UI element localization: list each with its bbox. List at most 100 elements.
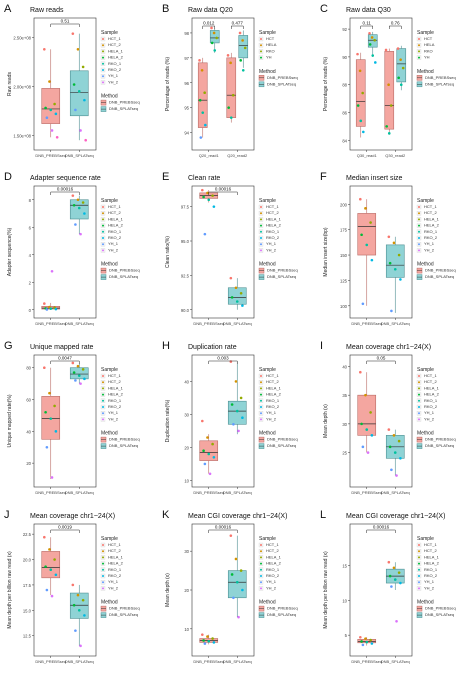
- x-tick-label: Q30_read1: [357, 153, 378, 158]
- data-point: [210, 41, 214, 45]
- box-a-1: [69, 32, 89, 142]
- legend-item: YH_1: [416, 410, 435, 416]
- data-point: [392, 566, 396, 570]
- data-point: [369, 638, 372, 642]
- data-point: [43, 47, 46, 51]
- legend-item: RKO_1: [100, 229, 122, 234]
- legend-dot: [102, 230, 104, 233]
- data-point: [206, 436, 209, 439]
- method-legend-item: DNB_PREBSseq: [258, 606, 298, 612]
- p-value-label: 0.003: [217, 356, 229, 361]
- data-point: [49, 108, 53, 112]
- box-b-3: [238, 30, 249, 72]
- y-tick-label: 90.0: [181, 308, 190, 313]
- data-point: [232, 596, 235, 600]
- data-point: [50, 476, 54, 479]
- legend-title: Sample: [417, 536, 434, 542]
- p-value-label: 0.477: [232, 21, 244, 26]
- data-point: [239, 59, 242, 62]
- data-point: [397, 76, 400, 80]
- panel-letter: B: [162, 3, 169, 15]
- data-point: [81, 368, 85, 371]
- data-point: [389, 104, 393, 107]
- data-point: [207, 639, 211, 643]
- method-legend-item: DNB_PREBSseq: [258, 75, 298, 81]
- y-tick-label: 25: [342, 451, 347, 456]
- box-iqr: [197, 62, 208, 128]
- legend-label: RKO_1: [424, 567, 438, 572]
- y-axis-label: Raw reads: [7, 72, 13, 96]
- legend-label: HELA_2: [424, 392, 440, 397]
- legend-item: HELA_1: [416, 216, 440, 222]
- legend-label: YH_2: [108, 585, 119, 590]
- y-tick-label: 17.5: [23, 583, 32, 588]
- panel-title: Mean coverage chr1~24(X): [30, 513, 115, 520]
- legend-dot: [418, 575, 420, 577]
- legend-dot: [260, 562, 262, 565]
- data-point: [48, 80, 51, 83]
- data-point: [390, 585, 393, 588]
- data-point: [72, 203, 76, 207]
- legend-item: HCT_2: [100, 210, 121, 216]
- data-point: [388, 445, 392, 449]
- data-point: [207, 452, 211, 456]
- data-point: [71, 32, 75, 35]
- legend-dot: [418, 381, 420, 384]
- x-tick-label: DNB_SPLATseq: [381, 490, 410, 495]
- data-point: [365, 428, 369, 431]
- data-point: [387, 235, 391, 239]
- box-f-0: [357, 197, 377, 306]
- legend-label: HCT_2: [424, 210, 437, 215]
- data-point: [79, 644, 82, 648]
- data-point: [393, 451, 397, 454]
- panel-title: Mean CGI coverage chr1~24(X): [346, 513, 445, 520]
- legend-item: HELA_2: [416, 561, 440, 566]
- legend-dot: [102, 406, 104, 408]
- legend-label: HELA_2: [266, 392, 282, 397]
- data-point: [211, 442, 214, 446]
- bracket-line: [50, 191, 80, 195]
- legend-dot: [102, 212, 104, 215]
- y-tick-label: 95: [184, 106, 189, 111]
- data-point: [384, 48, 388, 52]
- legend-label: YH_1: [424, 410, 435, 415]
- data-point: [206, 635, 209, 638]
- legend-item: HCT_1: [100, 36, 121, 42]
- legend-item: HELA_2: [258, 392, 282, 397]
- y-tick-label: 40: [26, 429, 31, 434]
- box-iqr: [199, 440, 219, 461]
- legend-dot: [418, 230, 420, 233]
- legend-title: Sample: [417, 198, 434, 204]
- legend-dot: [418, 249, 420, 252]
- method-legend-label: DNB_PREBSseq: [109, 268, 140, 273]
- panel-j: J Mean coverage chr1~24(X) 12.5 15.0 17.5 20.…: [4, 509, 140, 664]
- data-point: [388, 261, 392, 265]
- legend-label: RKO_2: [266, 404, 280, 409]
- legend-item: YH_2: [416, 585, 435, 591]
- legend-dot: [102, 56, 104, 59]
- significance-bracket: 0.477: [231, 21, 244, 29]
- data-point: [232, 423, 235, 426]
- method-legend-label: DNB_SPLATseq: [109, 274, 138, 279]
- legend-item: HELA_1: [100, 554, 124, 560]
- data-point: [364, 393, 367, 397]
- legend-dot: [102, 575, 104, 577]
- data-point: [79, 382, 82, 385]
- bracket-line: [366, 360, 396, 364]
- data-point: [237, 429, 240, 433]
- data-point: [212, 456, 216, 459]
- data-point: [399, 581, 402, 585]
- legend-dot: [102, 62, 104, 65]
- significance-bracket: 0.00016: [366, 525, 396, 533]
- legend-title: Sample: [101, 536, 118, 542]
- y-axis-label: Median insert size(bp): [323, 227, 329, 277]
- legend-dot: [418, 581, 420, 584]
- data-point: [54, 112, 58, 116]
- legend-dot: [260, 38, 262, 40]
- box-iqr: [357, 213, 377, 256]
- method-legend-label: DNB_PREBSseq: [109, 606, 140, 611]
- data-point: [241, 588, 244, 592]
- legend-label: HCT: [424, 36, 433, 41]
- method-legend-item: DNB_SPLATseq: [258, 612, 296, 618]
- legend-dot: [102, 556, 104, 559]
